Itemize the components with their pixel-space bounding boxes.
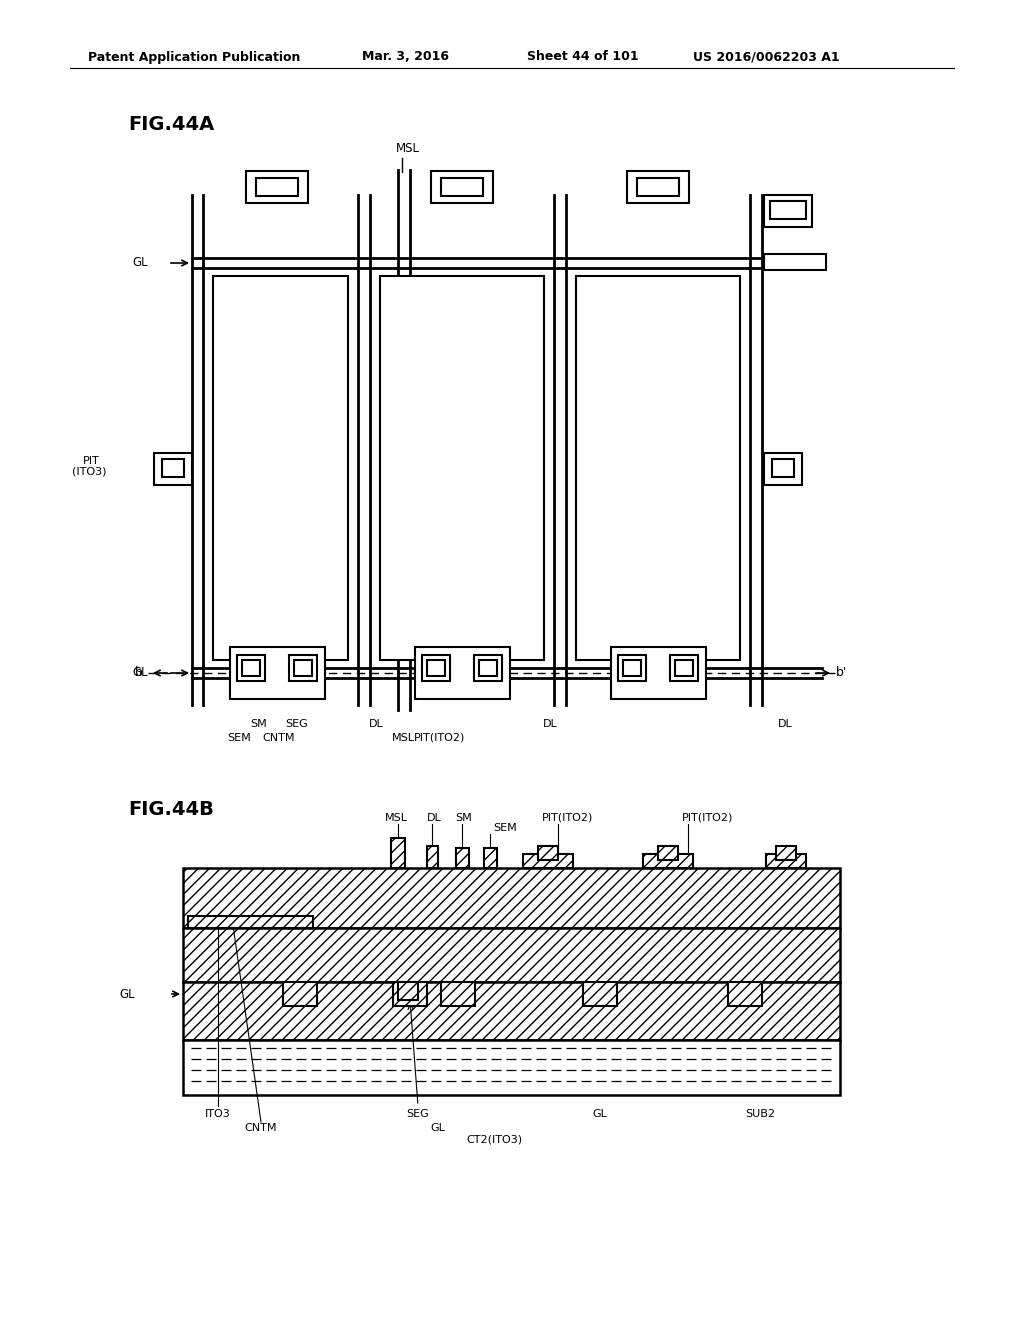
Bar [479, 660, 497, 676]
Bar [772, 459, 794, 477]
Bar [538, 846, 558, 861]
Text: CT2(ITO3): CT2(ITO3) [466, 1135, 522, 1144]
Bar [213, 276, 348, 660]
Bar [398, 982, 418, 1001]
Bar [643, 854, 693, 869]
Bar [670, 655, 698, 681]
Text: SM: SM [456, 813, 472, 822]
Text: SEM: SEM [494, 822, 517, 833]
Text: SEG: SEG [286, 719, 308, 729]
Bar [256, 178, 298, 195]
Text: ITO3: ITO3 [205, 1109, 230, 1119]
Bar [380, 276, 544, 660]
Bar [456, 847, 469, 869]
Bar [431, 172, 493, 203]
Bar [764, 453, 802, 484]
Bar [764, 195, 812, 227]
Text: Mar. 3, 2016: Mar. 3, 2016 [362, 50, 449, 63]
Bar [422, 655, 450, 681]
Bar [294, 660, 312, 676]
Bar [427, 846, 438, 869]
Bar [242, 660, 260, 676]
Text: SEG: SEG [407, 1109, 429, 1119]
Bar [230, 647, 325, 700]
Bar [728, 982, 762, 1006]
Bar [627, 172, 689, 203]
Text: Patent Application Publication: Patent Application Publication [88, 50, 300, 63]
Bar [183, 982, 840, 1040]
Bar [618, 655, 646, 681]
Bar [675, 660, 693, 676]
Text: DL: DL [369, 719, 383, 729]
Bar [415, 647, 510, 700]
Bar [183, 928, 840, 982]
Text: US 2016/0062203 A1: US 2016/0062203 A1 [693, 50, 840, 63]
Bar [183, 1040, 840, 1096]
Bar [427, 660, 445, 676]
Bar [766, 854, 806, 869]
Text: DL: DL [427, 813, 441, 822]
Bar [770, 201, 806, 219]
Bar [162, 459, 184, 477]
Text: GL: GL [132, 256, 148, 269]
Bar [637, 178, 679, 195]
Text: b': b' [836, 667, 848, 680]
Text: SM: SM [251, 719, 267, 729]
Bar [154, 453, 193, 484]
Bar [658, 846, 678, 861]
Text: MSL: MSL [384, 813, 408, 822]
Bar [523, 854, 573, 869]
Text: PIT(ITO2): PIT(ITO2) [543, 813, 594, 822]
Text: PIT(ITO2): PIT(ITO2) [682, 813, 733, 822]
Text: GL: GL [120, 987, 135, 1001]
Text: CNTM: CNTM [263, 733, 295, 743]
Bar [764, 253, 826, 271]
Text: Sheet 44 of 101: Sheet 44 of 101 [527, 50, 639, 63]
Bar [237, 655, 265, 681]
Text: GL: GL [430, 1123, 445, 1133]
Text: CNTM: CNTM [245, 1123, 278, 1133]
Bar [283, 982, 317, 1006]
Text: b: b [135, 667, 143, 680]
Text: PIT: PIT [83, 455, 99, 466]
Bar [441, 982, 475, 1006]
Text: MSL: MSL [396, 143, 420, 154]
Bar [183, 869, 840, 928]
Text: SEM: SEM [227, 733, 251, 743]
Bar [289, 655, 317, 681]
Text: FIG.44A: FIG.44A [128, 115, 214, 135]
Text: GL: GL [593, 1109, 607, 1119]
Bar [583, 982, 617, 1006]
Text: SUB2: SUB2 [745, 1109, 775, 1119]
Bar [484, 847, 497, 869]
Text: PIT(ITO2): PIT(ITO2) [415, 733, 466, 743]
Text: GL: GL [132, 667, 148, 680]
Bar [575, 276, 740, 660]
Bar [623, 660, 641, 676]
Text: (ITO3): (ITO3) [72, 467, 106, 477]
Text: DL: DL [777, 719, 793, 729]
Bar [188, 916, 313, 928]
Text: MSL: MSL [391, 733, 415, 743]
Bar [474, 655, 502, 681]
Bar [246, 172, 308, 203]
Text: DL: DL [543, 719, 557, 729]
Bar [776, 846, 796, 861]
Bar [441, 178, 483, 195]
Bar [391, 838, 406, 869]
Bar [611, 647, 706, 700]
Bar [393, 982, 427, 1006]
Text: FIG.44B: FIG.44B [128, 800, 214, 818]
